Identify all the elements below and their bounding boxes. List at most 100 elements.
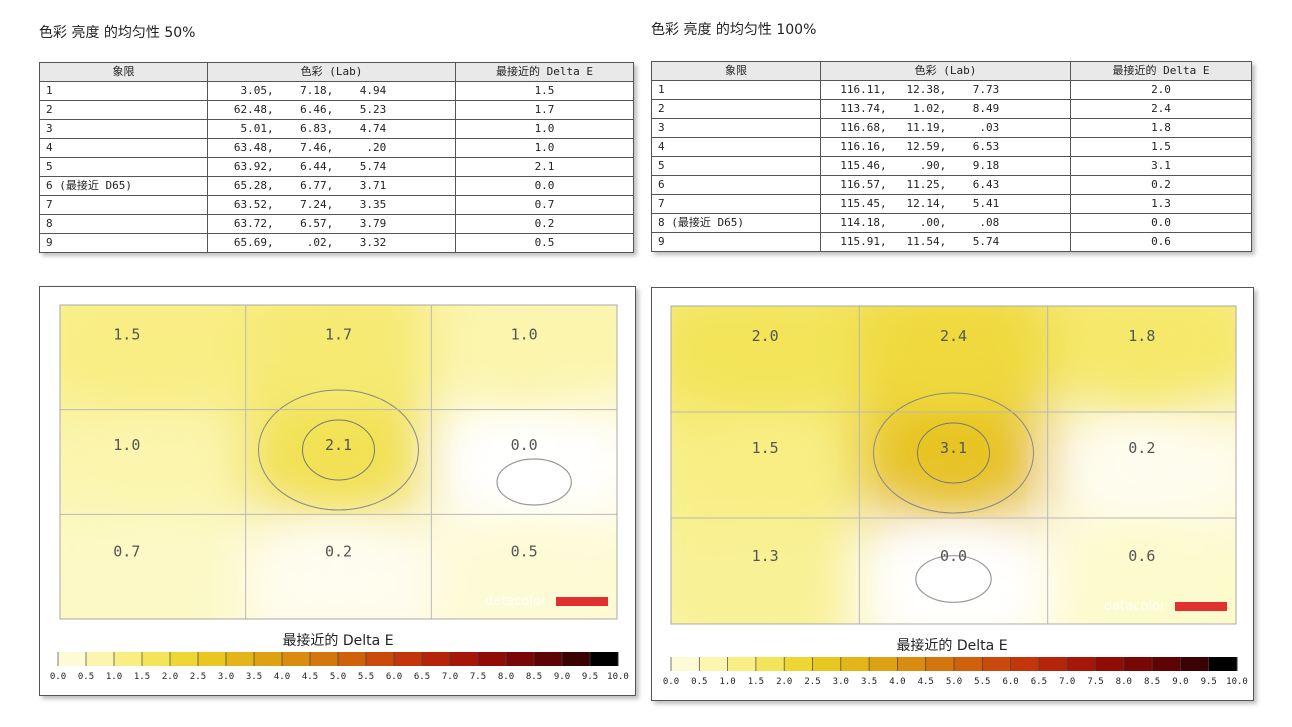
delta-e-cell: 1.0 (455, 119, 634, 139)
legend-tick-label: 4.0 (889, 677, 905, 687)
legend-swatch (58, 652, 87, 666)
cell-value-label: 1.7 (325, 325, 352, 343)
contour-line (873, 392, 1034, 514)
table-row: 7 63.52, 7.24, 3.35 0.7 (39, 195, 634, 215)
panel-1-chart: 1.5 1.7 1.0 1.0 2.1 0.0 0.7 0.2 0.5 datacolor 最接近的… (39, 286, 636, 696)
table-row: 4 116.16, 12.59, 6.53 1.5 (651, 137, 1252, 157)
legend-swatch (394, 652, 423, 666)
legend-tick-label: 5.5 (358, 672, 374, 682)
delta-e-cell: 0.2 (1070, 175, 1252, 195)
lab-cell: 65.69, .02, 3.32 (207, 233, 456, 253)
lab-cell: 115.46, .90, 9.18 (820, 156, 1071, 176)
legend-tick-label: 0.5 (691, 677, 707, 687)
table-row: 1 3.05, 7.18, 4.94 1.5 (39, 81, 634, 101)
quadrant-cell: 8 (最接近 D65) (651, 213, 821, 233)
delta-e-cell: 3.1 (1070, 156, 1252, 176)
quadrant-cell: 7 (39, 195, 208, 215)
legend-swatch (534, 652, 563, 666)
quadrant-cell: 9 (39, 233, 208, 253)
quadrant-cell: 7 (651, 194, 821, 214)
lab-cell: 3.05, 7.18, 4.94 (207, 81, 456, 101)
legend-tick-label: 6.5 (414, 672, 430, 682)
legend-tick-label: 8.0 (1116, 677, 1132, 687)
table-row: 8 (最接近 D65) 114.18, .00, .08 0.0 (651, 213, 1252, 233)
legend-swatch (1208, 657, 1238, 671)
plot-border (59, 304, 618, 620)
panel-1-table: 象限 色彩 (Lab) 最接近的 Delta E 1 3.05, 7.18, 4… (39, 62, 634, 253)
heatmap-peak (286, 530, 391, 604)
lab-cell: 113.74, 1.02, 8.49 (820, 99, 1071, 119)
legend-swatch (282, 652, 311, 666)
legend-tick-label: 7.0 (442, 672, 458, 682)
legend-tick-label: 5.0 (330, 672, 346, 682)
legend-swatch (727, 657, 757, 671)
legend-swatch (562, 652, 591, 666)
table-row: 9 115.91, 11.54, 5.74 0.6 (651, 232, 1252, 252)
legend-swatch (1180, 657, 1210, 671)
quadrant-cell: 8 (39, 214, 208, 234)
table-header-lab: 色彩 (Lab) (820, 61, 1071, 81)
heatmap-peak (1089, 533, 1195, 609)
legend-swatch (366, 652, 395, 666)
delta-e-cell: 2.1 (455, 157, 634, 177)
legend-tick-label: 9.0 (554, 672, 570, 682)
quadrant-cell: 6 (最接近 D65) (39, 176, 208, 196)
legend-tick-label: 0.5 (78, 672, 94, 682)
quadrant-cell: 1 (651, 80, 821, 100)
legend-tick-label: 6.0 (386, 672, 402, 682)
lab-cell: 114.18, .00, .08 (820, 213, 1071, 233)
delta-e-cell: 0.6 (1070, 232, 1252, 252)
cell-value-label: 2.1 (325, 436, 352, 454)
legend-swatch (954, 657, 983, 671)
legend-swatch (506, 652, 535, 666)
legend-tick-label: 0.0 (663, 677, 679, 687)
legend-swatch (699, 657, 729, 671)
cell-value-label: 0.2 (1128, 439, 1155, 457)
panel-2-table: 象限 色彩 (Lab) 最接近的 Delta E 1 116.11, 12.38… (651, 61, 1252, 252)
quadrant-cell: 2 (651, 99, 821, 119)
table-row: 8 63.72, 6.57, 3.79 0.2 (39, 214, 634, 234)
watermark-logo: datacolor (1104, 599, 1166, 614)
legend-title: 最接近的 Delta E (896, 637, 1007, 654)
heatmap-peak (472, 320, 577, 394)
legend-tick-label: 4.5 (918, 677, 934, 687)
cell-value-label: 0.0 (940, 547, 967, 565)
legend-tick-label: 4.5 (302, 672, 318, 682)
legend-swatch (671, 657, 700, 671)
legend-swatch (86, 652, 115, 666)
legend-tick-label: 4.0 (274, 672, 290, 682)
legend-swatch (1123, 657, 1153, 671)
legend-tick-label: 7.5 (1087, 677, 1103, 687)
legend-swatch (1010, 657, 1040, 671)
table-header-delta-e: 最接近的 Delta E (455, 62, 634, 82)
table-row: 5 63.92, 6.44, 5.74 2.1 (39, 157, 634, 177)
heatmap-peak (100, 530, 205, 604)
heatmap-peak (1089, 427, 1195, 503)
legend-tick-label: 3.5 (246, 672, 262, 682)
cell-value-label: 0.2 (325, 543, 352, 561)
heatmap-peak (900, 321, 1007, 397)
watermark-logo: datacolor (485, 594, 547, 609)
legend-tick-label: 1.5 (748, 677, 764, 687)
legend-swatch (784, 657, 813, 671)
legend-tick-label: 8.5 (526, 672, 542, 682)
legend-swatch (755, 657, 785, 671)
legend-tick-label: 0.0 (50, 672, 66, 682)
cell-value-label: 1.8 (1128, 327, 1155, 345)
cell-value-label: 2.0 (752, 327, 779, 345)
legend-tick-label: 6.5 (1031, 677, 1047, 687)
contour-line (496, 458, 572, 506)
heatmap-peak (286, 425, 391, 499)
cell-value-label: 0.0 (511, 436, 538, 454)
panel-2-title: 色彩 亮度 的均匀性 100% (651, 22, 817, 38)
quadrant-cell: 6 (651, 175, 821, 195)
table-row: 2 113.74, 1.02, 8.49 2.4 (651, 99, 1252, 119)
table-row: 2 62.48, 6.46, 5.23 1.7 (39, 100, 634, 120)
delta-e-cell: 2.4 (1070, 99, 1252, 119)
heatmap-peak (712, 533, 818, 609)
legend-tick-label: 10.0 (1226, 677, 1248, 687)
legend-swatch (1095, 657, 1125, 671)
lab-cell: 63.92, 6.44, 5.74 (207, 157, 456, 177)
legend-tick-label: 3.5 (861, 677, 877, 687)
heatmap-peak (100, 320, 205, 394)
